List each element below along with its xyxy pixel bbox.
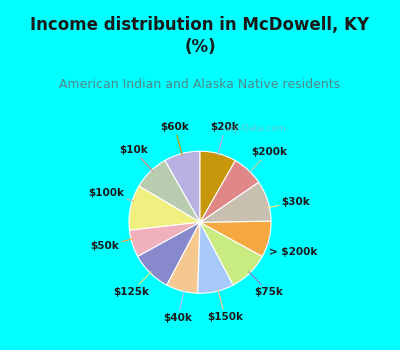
Wedge shape [200, 151, 235, 222]
Text: American Indian and Alaska Native residents: American Indian and Alaska Native reside… [60, 77, 340, 91]
Text: $125k: $125k [113, 272, 151, 297]
Text: $100k: $100k [88, 188, 134, 201]
Text: $30k: $30k [268, 197, 310, 208]
Wedge shape [200, 161, 259, 222]
Text: $10k: $10k [119, 145, 153, 171]
Wedge shape [129, 222, 200, 257]
Wedge shape [138, 222, 200, 285]
Text: City-Data.com: City-Data.com [222, 124, 286, 133]
Wedge shape [165, 151, 200, 222]
Wedge shape [139, 161, 200, 222]
Text: $20k: $20k [211, 122, 240, 155]
Wedge shape [200, 221, 271, 257]
Text: $40k: $40k [164, 290, 192, 323]
Wedge shape [167, 222, 200, 293]
Wedge shape [200, 182, 271, 222]
Wedge shape [200, 222, 262, 285]
Text: $50k: $50k [90, 239, 132, 251]
Text: > $200k: > $200k [266, 243, 318, 257]
Wedge shape [129, 186, 200, 230]
Wedge shape [198, 222, 233, 293]
Text: $150k: $150k [207, 289, 243, 322]
Text: $75k: $75k [249, 272, 283, 297]
Text: Income distribution in McDowell, KY
(%): Income distribution in McDowell, KY (%) [30, 16, 370, 56]
Text: $200k: $200k [249, 147, 287, 173]
Text: $60k: $60k [160, 122, 189, 155]
